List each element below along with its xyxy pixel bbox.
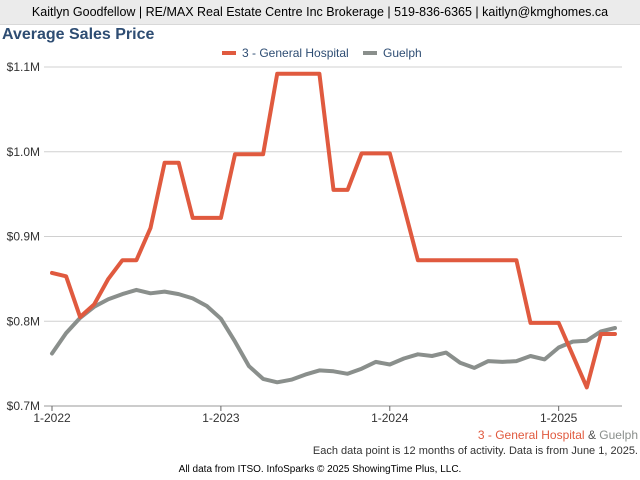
legend-label: 3 - General Hospital <box>242 46 349 60</box>
gridlines <box>44 66 622 407</box>
y-tick-label: $0.9M <box>7 230 40 244</box>
legend-item-guelph[interactable]: Guelph <box>363 46 422 60</box>
x-tick-label: 1-2025 <box>540 411 578 425</box>
legend-item-general-hospital[interactable]: 3 - General Hospital <box>222 46 349 60</box>
x-tick-label: 1-2024 <box>371 411 409 425</box>
series-line-guelph <box>50 287 617 385</box>
legend-label: Guelph <box>383 46 422 60</box>
series-lines <box>50 71 617 390</box>
footer-note: Each data point is 12 months of activity… <box>312 445 638 457</box>
footer-series2-label: Guelph <box>599 428 638 442</box>
chart-title: Average Sales Price <box>2 26 155 43</box>
legend[interactable]: 3 - General Hospital Guelph <box>222 46 422 60</box>
y-tick-label: $0.8M <box>7 314 40 328</box>
y-tick-label: $1.1M <box>7 60 40 74</box>
footer-source: All data from ITSO. InfoSparks © 2025 Sh… <box>178 464 462 475</box>
footer-series1-label: 3 - General Hospital <box>477 428 585 442</box>
series-line-general-hospital <box>50 71 617 390</box>
footer-ampersand: & <box>587 428 596 442</box>
x-tick-label: 1-2023 <box>202 411 240 425</box>
x-tick-label: 1-2022 <box>33 411 71 425</box>
y-tick-label: $1.0M <box>7 145 40 159</box>
footer-series-labels: 3 - General Hospital & Guelph <box>478 428 638 442</box>
x-axis-ticks: 1-2022 1-2023 1-2024 1-2025 <box>33 405 622 425</box>
y-tick-label: $0.7M <box>7 399 40 413</box>
header-bar: Kaitlyn Goodfellow | RE/MAX Real Estate … <box>0 0 640 25</box>
header-contact-text: Kaitlyn Goodfellow | RE/MAX Real Estate … <box>31 5 609 19</box>
y-axis-ticks: $0.7M $0.8M $0.9M $1.0M $1.1M <box>7 60 40 413</box>
